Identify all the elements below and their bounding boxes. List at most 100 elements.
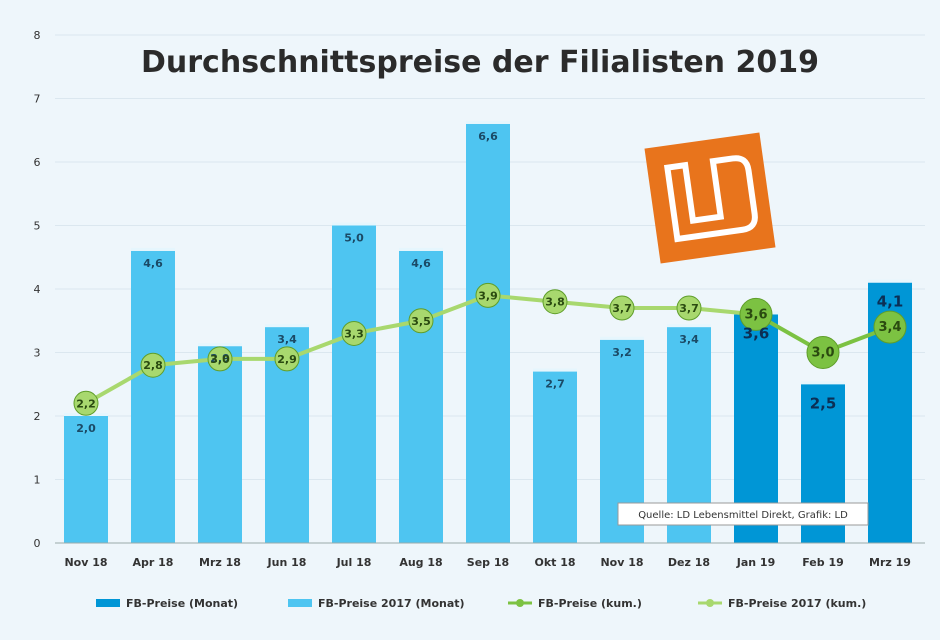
line-point — [676, 295, 702, 321]
bar-data-label: 4,1 — [877, 293, 904, 311]
line-data-label: 3,0 — [811, 346, 834, 361]
source-note: Quelle: LD Lebensmittel Direkt, Grafik: … — [638, 510, 848, 521]
x-tick-label: Jan 19 — [736, 556, 775, 569]
line-point — [207, 346, 233, 372]
bar — [332, 225, 376, 543]
bar — [533, 371, 577, 543]
x-tick-label: Mrz 18 — [199, 556, 241, 569]
line-data-label: 3,6 — [744, 307, 767, 322]
bar-cap — [332, 222, 376, 226]
x-tick-label: Feb 19 — [802, 556, 844, 569]
bar-data-label: 2,9 — [210, 352, 230, 365]
source-box-frame — [617, 502, 869, 526]
y-tick-label: 2 — [34, 410, 41, 423]
bar-data-label: 2,0 — [76, 422, 96, 435]
line-point — [475, 282, 501, 308]
bar — [466, 123, 510, 544]
bar-cap — [600, 336, 644, 340]
line-data-label: 3,9 — [478, 289, 498, 302]
y-tick-label: 6 — [34, 156, 41, 169]
line-point — [408, 308, 434, 334]
line-point — [806, 336, 840, 369]
line-data-label: 3,4 — [878, 320, 901, 335]
series-line — [85, 293, 689, 406]
bar-data-label: 3,4 — [679, 333, 699, 346]
line-data-label: 2,2 — [76, 397, 96, 410]
y-tick-label: 0 — [34, 537, 41, 550]
line-point — [140, 352, 166, 378]
bar-cap — [198, 343, 242, 347]
line-point — [73, 390, 99, 416]
line-point — [609, 295, 635, 321]
x-tick-label: Dez 18 — [668, 556, 710, 569]
logo-square — [644, 132, 776, 264]
legend-swatch — [288, 599, 312, 607]
bar-cap — [533, 368, 577, 372]
y-tick-label: 1 — [34, 474, 41, 487]
bar-cap — [466, 120, 510, 124]
legend-label: FB-Preise (Monat) — [126, 597, 238, 610]
bar-data-label: 2,7 — [545, 378, 565, 391]
bar-cap — [667, 324, 711, 328]
line-data-label: 3,5 — [411, 315, 431, 328]
bar-cap — [868, 279, 912, 283]
x-tick-label: Apr 18 — [133, 556, 174, 569]
x-tick-label: Nov 18 — [600, 556, 643, 569]
legend: FB-Preise (Monat) FB-Preise 2017 (Monat) F… — [96, 597, 866, 610]
line-data-label: 3,7 — [612, 302, 632, 315]
logo-mark — [663, 155, 758, 243]
x-tick-label: Jun 18 — [267, 556, 307, 569]
bar-data-label: 4,6 — [411, 257, 431, 270]
line-point — [873, 310, 907, 344]
bar-data-label: 2,5 — [810, 394, 837, 412]
axes: 0 1 2 3 4 5 6 7 8 Nov 18 Apr 18 Mrz 18 Jun 18 Jul 18 A… — [34, 29, 925, 569]
x-tick-label: Aug 18 — [399, 556, 442, 569]
bar-data-label: 3,2 — [612, 346, 632, 359]
bar — [198, 346, 242, 543]
bar-data-label: 5,0 — [344, 232, 364, 245]
bar — [399, 250, 443, 543]
line-data-label: 3,3 — [344, 327, 364, 340]
data-labels: 3,6 2,5 4,1 2,0 4,6 2,9 3,4 5,0 4,6 6,6 2,7 3,2 3,4 3… — [76, 130, 903, 435]
line-data-label: 2,9 — [277, 353, 297, 366]
bar-cap — [265, 324, 309, 328]
bar — [131, 250, 175, 543]
legend-swatch-marker — [516, 599, 524, 607]
line-data-label: 3,7 — [679, 302, 699, 315]
bar-data-label: 4,6 — [143, 257, 163, 270]
y-tick-label: 5 — [34, 220, 41, 233]
y-tick-label: 4 — [34, 283, 41, 296]
bar — [64, 416, 108, 543]
bar-cap — [131, 247, 175, 251]
bar-data-label: 3,4 — [277, 333, 297, 346]
chart-title: Durchschnittspreise der Filialisten 2019 — [141, 45, 819, 80]
line-point — [274, 346, 300, 372]
x-tick-label: Nov 18 — [64, 556, 107, 569]
y-tick-label: 3 — [34, 347, 41, 360]
line-point — [739, 297, 773, 331]
legend-label: FB-Preise 2017 (kum.) — [728, 597, 866, 610]
source-box: Quelle: LD Lebensmittel Direkt, Grafik: … — [617, 502, 869, 526]
bar-cap — [801, 381, 845, 385]
x-tick-label: Sep 18 — [467, 556, 509, 569]
x-tick-label: Mrz 19 — [869, 556, 911, 569]
bar-data-label: 3,6 — [743, 324, 770, 342]
bar-data-label: 6,6 — [478, 130, 498, 143]
x-tick-label: Okt 18 — [534, 556, 575, 569]
legend-swatch-marker — [706, 599, 714, 607]
line-point — [542, 289, 568, 315]
line-data-label: 3,0 — [210, 353, 230, 366]
y-tick-label: 7 — [34, 93, 41, 106]
legend-label: FB-Preise (kum.) — [538, 597, 642, 610]
ld-logo — [644, 132, 776, 264]
line-data-label: 3,8 — [545, 296, 565, 309]
bar-cap — [399, 247, 443, 251]
legend-label: FB-Preise 2017 (Monat) — [318, 597, 465, 610]
line-data-label: 2,8 — [143, 359, 163, 372]
line-point — [341, 320, 367, 346]
lines — [73, 282, 907, 416]
legend-swatch — [96, 599, 120, 607]
y-tick-label: 8 — [34, 29, 41, 42]
